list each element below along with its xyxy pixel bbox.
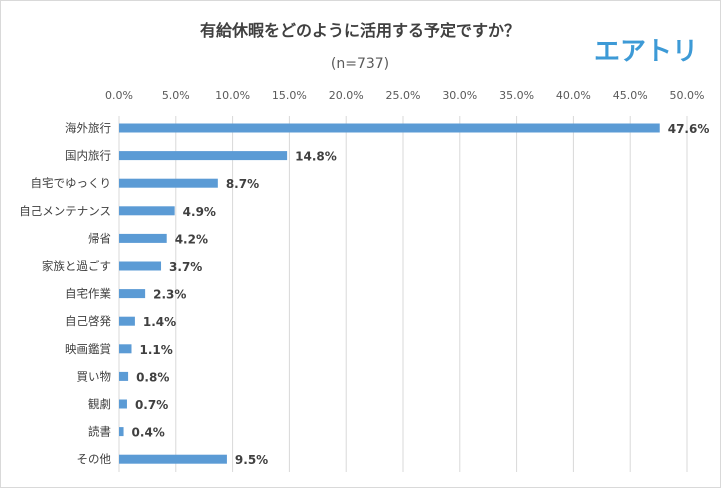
bar xyxy=(119,123,660,133)
bar xyxy=(119,427,124,437)
value-label: 9.5% xyxy=(235,453,268,467)
logo: エアトリ xyxy=(594,37,698,67)
bar xyxy=(119,399,127,409)
value-label: 4.9% xyxy=(183,205,216,219)
value-label: 4.2% xyxy=(175,232,208,246)
bar xyxy=(119,289,146,299)
bar xyxy=(119,151,288,161)
bar xyxy=(119,178,218,188)
chart-subtitle: (n=737) xyxy=(331,56,389,72)
value-label: 0.7% xyxy=(135,398,168,412)
category-label: 帰省 xyxy=(88,231,111,245)
tick-label: 0.0% xyxy=(105,89,133,102)
tick-label: 35.0% xyxy=(499,89,534,102)
bar xyxy=(119,206,175,216)
tick-label: 50.0% xyxy=(670,89,705,102)
value-label: 2.3% xyxy=(153,288,186,302)
value-label: 0.8% xyxy=(136,370,169,384)
bar xyxy=(119,261,162,271)
category-label: 自宅でゆっくり xyxy=(31,176,112,190)
tick-label: 20.0% xyxy=(329,89,364,102)
tick-label: 10.0% xyxy=(215,89,250,102)
value-label: 14.8% xyxy=(295,150,337,164)
value-label: 1.4% xyxy=(143,315,176,329)
category-label: 映画鑑賞 xyxy=(65,342,111,356)
category-label: 海外旅行 xyxy=(65,121,111,135)
bar xyxy=(119,344,132,354)
tick-label: 25.0% xyxy=(386,89,421,102)
value-label: 0.4% xyxy=(132,426,165,440)
chart-title: 有給休暇をどのように活用する予定ですか？ xyxy=(200,21,520,40)
tick-label: 15.0% xyxy=(272,89,307,102)
category-label: 自己啓発 xyxy=(65,314,111,328)
category-label: 買い物 xyxy=(77,369,112,383)
category-label: 家族と過ごす xyxy=(42,259,111,273)
value-label: 47.6% xyxy=(668,122,710,136)
tick-label: 40.0% xyxy=(556,89,591,102)
category-label: 国内旅行 xyxy=(65,149,111,163)
bar xyxy=(119,454,227,464)
tick-label: 45.0% xyxy=(613,89,648,102)
tick-label: 5.0% xyxy=(162,89,190,102)
category-label: 自己メンテナンス xyxy=(19,204,111,218)
category-label: その他 xyxy=(77,452,112,466)
category-label: 自宅作業 xyxy=(65,287,111,301)
category-label: 観劇 xyxy=(88,397,111,411)
value-label: 8.7% xyxy=(226,177,259,191)
category-label: 読書 xyxy=(88,425,111,439)
bar xyxy=(119,316,135,326)
bar xyxy=(119,233,167,243)
value-label: 1.1% xyxy=(139,343,172,357)
bar xyxy=(119,371,129,381)
value-label: 3.7% xyxy=(169,260,202,274)
tick-label: 30.0% xyxy=(442,89,477,102)
